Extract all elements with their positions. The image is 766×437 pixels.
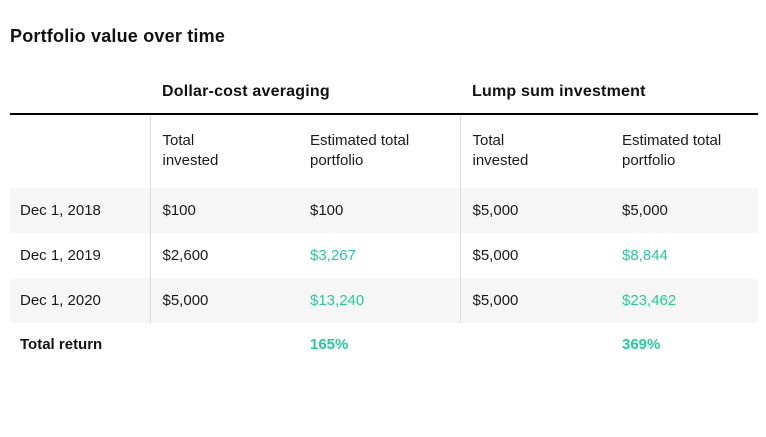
column-header-dca-total-invested: Total invested [149,114,298,188]
row-label: Dec 1, 2019 [20,246,101,264]
footer-empty-cell [460,323,610,367]
table-row-dec-2018: Dec 1, 2018 $100 $100 $5,000 $5,000 [10,187,759,233]
portfolio-section: Portfolio value over time Dollar-cost av… [10,26,759,367]
group-header-lump-sum-investment: Lump sum investment [460,61,759,115]
column-header-label: Estimated total portfolio [310,132,410,170]
lump-total-return-value: 369% [622,336,661,353]
column-header-spacer [10,114,150,188]
cell-dca-estimated-portfolio: $100 [310,201,344,219]
cell-dca-total-invested: $2,600 [149,232,298,278]
table-row-dec-2020: Dec 1, 2020 $5,000 $13,240 $5,000 $23,46… [10,277,759,323]
row-label: Dec 1, 2018 [20,201,101,219]
table-row-dec-2019: Dec 1, 2019 $2,600 $3,267 $5,000 $8,844 [10,232,758,278]
column-header-row: Total invested Estimated total portfolio… [10,114,758,188]
group-header-dollar-cost-averaging: Dollar-cost averaging [150,61,460,115]
total-return-label: Total return [20,336,103,353]
cell-lump-estimated-portfolio: $8,844 [622,246,668,264]
column-header-dca-estimated-portfolio: Estimated total portfolio [298,114,460,188]
cell-lump-total-invested: $5,000 [459,232,610,278]
footer-empty-cell [150,323,298,367]
cell-lump-estimated-portfolio: $5,000 [622,201,668,219]
cell-dca-total-invested: $5,000 [149,277,298,323]
column-header-label: Total invested [472,132,529,170]
cell-dca-total-invested: $100 [149,187,298,233]
dca-total-return-value: 165% [310,336,349,353]
cell-dca-estimated-portfolio: $13,240 [310,291,365,309]
column-header-lump-total-invested: Total invested [459,114,610,188]
row-label: Dec 1, 2020 [20,291,101,309]
portfolio-table: Dollar-cost averaging Lump sum investmen… [10,61,759,367]
cell-lump-total-invested: $5,000 [459,187,610,233]
group-header-spacer [10,61,150,115]
column-header-lump-estimated-portfolio: Estimated total portfolio [610,114,758,188]
group-header-row: Dollar-cost averaging Lump sum investmen… [10,61,759,115]
total-return-row: Total return 165% 369% [10,323,758,367]
column-header-label: Estimated total portfolio [622,132,722,170]
page-title: Portfolio value over time [10,26,226,46]
cell-lump-estimated-portfolio: $23,462 [622,291,677,309]
column-header-label: Total invested [162,132,219,170]
cell-dca-estimated-portfolio: $3,267 [310,246,356,264]
cell-lump-total-invested: $5,000 [459,277,610,323]
